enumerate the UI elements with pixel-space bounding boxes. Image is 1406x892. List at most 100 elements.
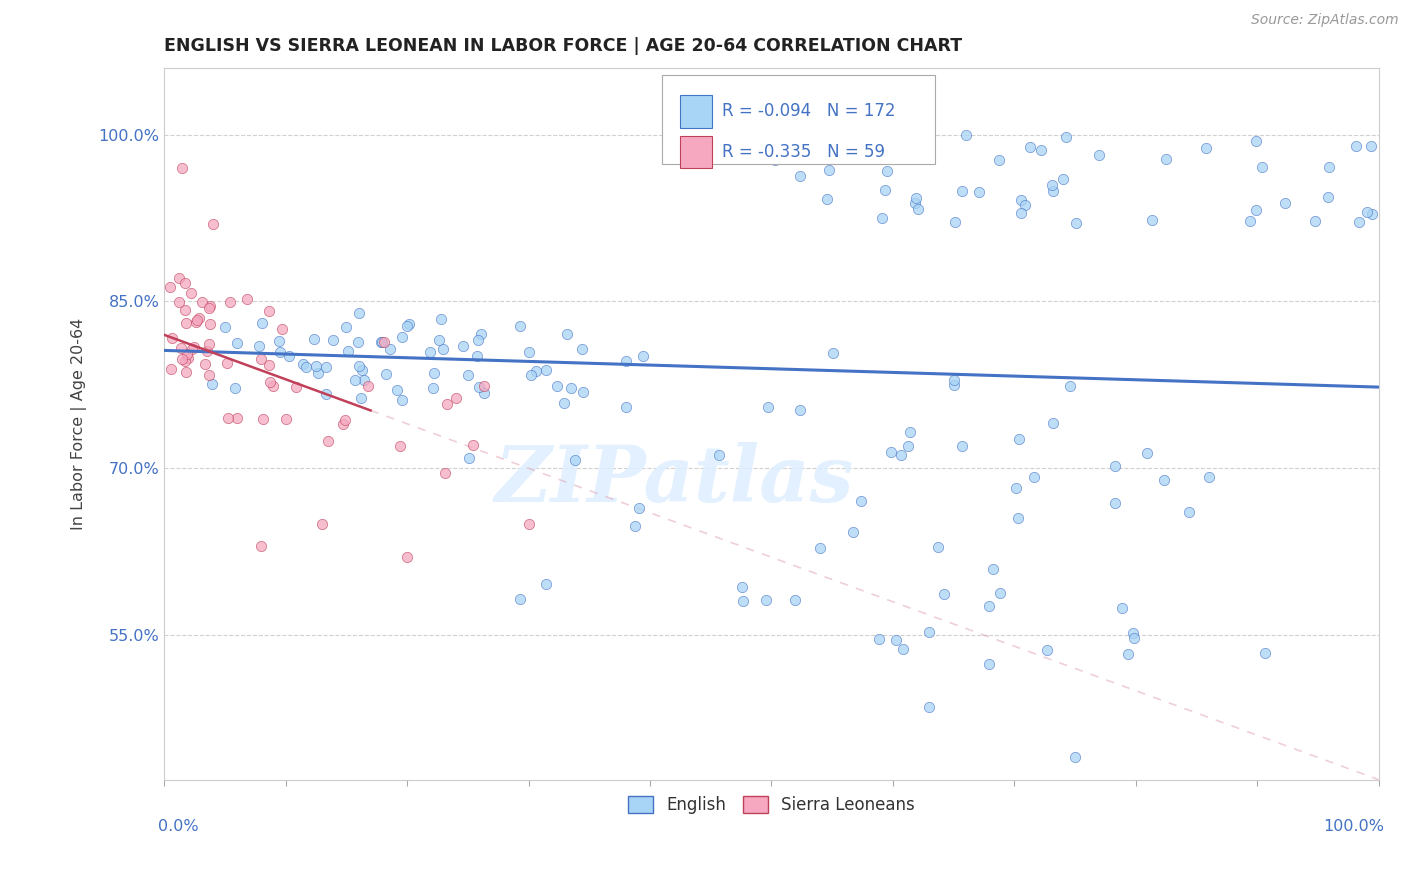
- Point: [162, 331, 184, 345]
- Point: [509, 592, 531, 607]
- Point: [276, 412, 298, 426]
- Point: [1104, 459, 1126, 474]
- Point: [884, 632, 907, 647]
- Point: [353, 373, 375, 387]
- Point: [169, 341, 191, 355]
- Point: [332, 417, 354, 431]
- Point: [907, 202, 929, 217]
- Point: [461, 438, 484, 452]
- Point: [370, 334, 392, 349]
- Point: [1024, 470, 1046, 484]
- Point: [891, 642, 914, 657]
- Point: [789, 169, 811, 183]
- Point: [352, 363, 374, 377]
- Point: [1104, 495, 1126, 509]
- Point: [1303, 214, 1326, 228]
- Point: [1111, 600, 1133, 615]
- Point: [1014, 197, 1036, 211]
- Point: [201, 217, 224, 231]
- Point: [1274, 195, 1296, 210]
- Point: [259, 304, 281, 318]
- Point: [524, 364, 547, 378]
- Point: [292, 358, 315, 372]
- Point: [194, 357, 217, 371]
- Point: [172, 161, 194, 175]
- Point: [337, 343, 360, 358]
- Point: [472, 379, 495, 393]
- Point: [170, 351, 193, 366]
- Point: [820, 131, 842, 145]
- Point: [977, 657, 1000, 672]
- Point: [1360, 139, 1382, 153]
- Point: [302, 332, 325, 346]
- Point: [546, 379, 568, 393]
- Point: [1088, 147, 1111, 161]
- Point: [174, 316, 197, 330]
- Point: [955, 128, 977, 143]
- Y-axis label: In Labor Force | Age 20-64: In Labor Force | Age 20-64: [72, 318, 87, 530]
- Point: [472, 386, 495, 401]
- Point: [468, 380, 491, 394]
- Point: [887, 133, 910, 147]
- Point: [1246, 203, 1268, 218]
- Point: [851, 493, 873, 508]
- FancyBboxPatch shape: [681, 136, 711, 169]
- Point: [873, 183, 896, 197]
- Point: [1008, 433, 1031, 447]
- FancyBboxPatch shape: [662, 75, 935, 164]
- Point: [457, 368, 479, 382]
- Point: [815, 192, 838, 206]
- Point: [395, 318, 418, 333]
- Point: [918, 624, 941, 639]
- Point: [898, 425, 921, 439]
- Point: [870, 211, 893, 225]
- Point: [918, 700, 941, 714]
- Point: [335, 319, 357, 334]
- Point: [1195, 141, 1218, 155]
- Point: [160, 361, 183, 376]
- Point: [536, 363, 558, 377]
- Point: [252, 412, 274, 426]
- Point: [423, 366, 446, 380]
- Point: [349, 306, 371, 320]
- Point: [451, 339, 474, 353]
- Point: [225, 335, 247, 350]
- Point: [173, 302, 195, 317]
- Point: [789, 403, 811, 417]
- Point: [198, 368, 221, 382]
- Point: [786, 137, 808, 152]
- Point: [432, 342, 454, 356]
- Point: [709, 449, 731, 463]
- Point: [285, 379, 308, 393]
- Point: [755, 593, 778, 607]
- Point: [1344, 139, 1367, 153]
- Point: [391, 330, 413, 344]
- Point: [1246, 134, 1268, 148]
- Point: [1156, 153, 1178, 167]
- Point: [633, 349, 655, 363]
- Point: [1116, 647, 1139, 661]
- Point: [560, 381, 582, 395]
- Point: [1153, 473, 1175, 487]
- Point: [1239, 214, 1261, 228]
- Point: [315, 360, 337, 375]
- Point: [269, 334, 291, 348]
- Point: [159, 279, 181, 293]
- Point: [1019, 139, 1042, 153]
- Point: [988, 153, 1011, 168]
- Point: [350, 391, 373, 405]
- Point: [1198, 470, 1220, 484]
- Point: [1136, 446, 1159, 460]
- Point: [347, 334, 370, 349]
- Point: [389, 439, 412, 453]
- Point: [347, 359, 370, 373]
- Point: [1054, 130, 1077, 145]
- Point: [981, 562, 1004, 576]
- Point: [247, 339, 270, 353]
- Text: 100.0%: 100.0%: [1323, 819, 1385, 834]
- Point: [262, 379, 284, 393]
- Point: [371, 335, 394, 350]
- Point: [1317, 190, 1340, 204]
- Point: [422, 381, 444, 395]
- Text: Source: ZipAtlas.com: Source: ZipAtlas.com: [1251, 13, 1399, 28]
